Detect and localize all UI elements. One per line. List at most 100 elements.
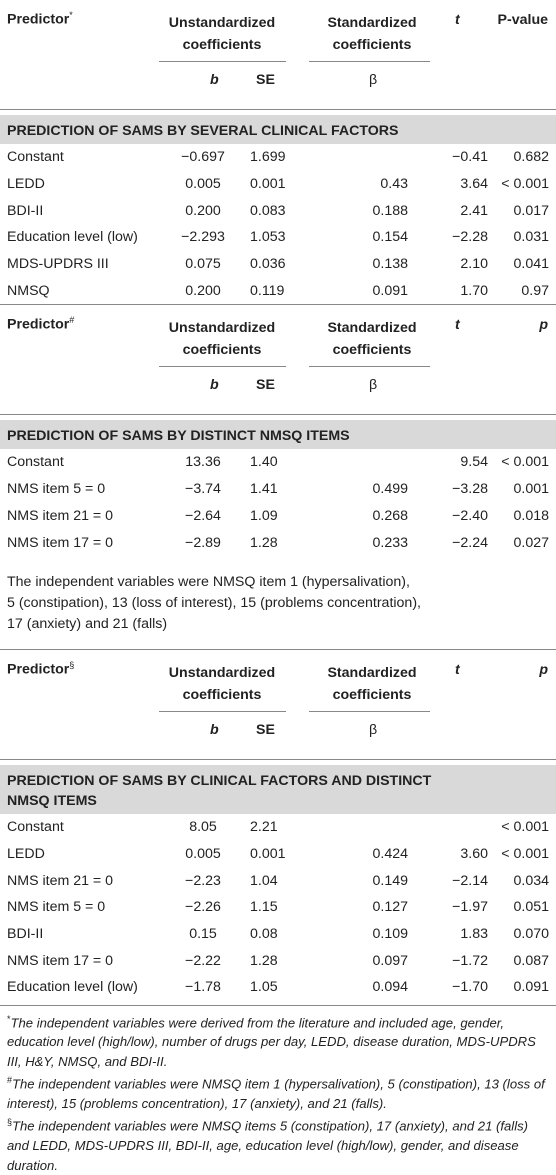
row-name: Constant xyxy=(7,454,64,471)
table-row: Education level (low) −2.293 1.053 0.154 −2.… xyxy=(0,224,556,251)
row-name: NMS item 21 = 0 xyxy=(7,507,114,524)
beta-value xyxy=(320,814,408,841)
se-value: 0.08 xyxy=(250,925,278,942)
t-value: −2.28 xyxy=(452,229,488,246)
b-value: 0.005 xyxy=(185,845,221,862)
b-header: b xyxy=(210,72,219,88)
table-row: LEDD 0.005 0.001 0.424 3.60 < 0.001 xyxy=(0,841,556,868)
b-value: 0.075 xyxy=(185,256,221,273)
t-value: 2.41 xyxy=(460,202,488,219)
t-value: −1.97 xyxy=(452,899,488,916)
table-row: Constant −0.697 1.699 −0.41 0.682 xyxy=(0,144,556,171)
b-value: −1.78 xyxy=(185,979,221,996)
beta-value: 0.097 xyxy=(372,952,408,969)
row-name: NMSQ xyxy=(7,282,50,299)
table-row: NMS item 5 = 0 −3.74 1.41 0.499 −3.28 0.001 xyxy=(0,476,556,503)
p-value: 0.031 xyxy=(513,229,549,246)
t-value: −0.41 xyxy=(452,149,488,166)
t-value: 1.83 xyxy=(460,925,488,942)
b-value: 8.05 xyxy=(189,819,217,836)
table-row: BDI-II 0.200 0.083 0.188 2.41 0.017 xyxy=(0,197,556,224)
p-value: 0.018 xyxy=(513,507,549,524)
se-value: 1.05 xyxy=(250,979,278,996)
se-value: 1.053 xyxy=(250,229,286,246)
se-value: 1.15 xyxy=(250,899,278,916)
b-value: 0.005 xyxy=(185,176,221,193)
se-value: 0.001 xyxy=(250,176,286,193)
t-header: t xyxy=(455,12,460,28)
beta-value: 0.154 xyxy=(372,229,408,246)
table-row: NMSQ 0.200 0.119 0.091 1.70 0.97 xyxy=(0,277,556,304)
p-value: 0.027 xyxy=(513,534,549,551)
t-value: −1.72 xyxy=(452,952,488,969)
p-value: < 0.001 xyxy=(501,845,549,862)
beta-value: 0.138 xyxy=(372,256,408,273)
unstandardized-header: Unstandardized coefficients xyxy=(168,320,276,359)
beta-value: 0.233 xyxy=(372,534,408,551)
table-row: BDI-II 0.15 0.08 0.109 1.83 0.070 xyxy=(0,921,556,948)
b-value: −2.22 xyxy=(185,952,221,969)
p-value: 0.682 xyxy=(513,149,549,166)
p-value: < 0.001 xyxy=(501,176,549,193)
p-value: 0.017 xyxy=(513,202,549,219)
b-value: 0.15 xyxy=(189,925,217,942)
beta-value: 0.094 xyxy=(372,979,408,996)
t-value: 9.54 xyxy=(460,454,488,471)
footnote: *The independent variables were derived … xyxy=(7,1013,536,1069)
section-title: PREDICTION OF SAMS BY DISTINCT NMSQ ITEM… xyxy=(0,420,556,450)
row-name: MDS-UPDRS III xyxy=(7,256,109,273)
row-name: LEDD xyxy=(7,176,45,193)
table-row: LEDD 0.005 0.001 0.43 3.64 < 0.001 xyxy=(0,171,556,198)
row-name: NMS item 17 = 0 xyxy=(7,952,114,969)
t-value: −2.14 xyxy=(452,872,488,889)
row-name: NMS item 5 = 0 xyxy=(7,899,106,916)
b-header: b xyxy=(210,721,219,738)
p-header: p xyxy=(539,317,548,334)
p-value: < 0.001 xyxy=(501,819,549,836)
beta-value: 0.091 xyxy=(372,282,408,299)
unstandardized-header: Unstandardized coefficients xyxy=(168,15,276,53)
se-value: 0.083 xyxy=(250,202,286,219)
row-name: NMS item 17 = 0 xyxy=(7,534,114,551)
t-value: 3.60 xyxy=(460,845,488,862)
t-value: −1.70 xyxy=(452,979,488,996)
table-row: NMS item 17 = 0 −2.22 1.28 0.097 −1.72 0.087 xyxy=(0,947,556,974)
se-header: SE xyxy=(256,72,275,88)
se-value: 1.40 xyxy=(250,454,278,471)
beta-value: 0.188 xyxy=(372,202,408,219)
b-header: b xyxy=(210,377,219,394)
p-value: 0.091 xyxy=(513,979,549,996)
table-row: Constant 8.05 2.21 < 0.001 xyxy=(0,814,556,841)
beta-value: 0.149 xyxy=(372,872,408,889)
row-name: Constant xyxy=(7,819,64,836)
predictor-header: Predictor* xyxy=(7,10,73,28)
table2-body: Constant 13.36 1.40 9.54 < 0.001 NMS item 5 =… xyxy=(0,449,556,556)
beta-value: 0.268 xyxy=(372,507,408,524)
se-value: 0.119 xyxy=(250,282,285,299)
row-name: NMS item 5 = 0 xyxy=(7,481,106,498)
table2-header: Predictor# Unstandardized coefficients St… xyxy=(0,305,556,416)
se-value: 2.21 xyxy=(250,819,278,836)
b-value: −2.23 xyxy=(185,872,221,889)
table3-body: Constant 8.05 2.21 < 0.001 LEDD 0.005 0.001 0.4… xyxy=(0,814,556,1001)
t-header: t xyxy=(455,317,460,334)
row-name: BDI-II xyxy=(7,202,44,219)
p-value: 0.070 xyxy=(513,925,549,942)
b-value: 13.36 xyxy=(185,454,221,471)
beta-header: β xyxy=(369,721,378,738)
se-header: SE xyxy=(256,721,275,738)
row-name: Constant xyxy=(7,149,64,166)
footnote: #The independent variables were NMSQ ite… xyxy=(7,1075,545,1112)
t-header: t xyxy=(455,661,460,678)
section-title: PREDICTION OF SAMS BY SEVERAL CLINICAL F… xyxy=(0,115,556,144)
unstandardized-header: Unstandardized coefficients xyxy=(168,664,276,703)
b-value: −2.293 xyxy=(181,229,225,246)
b-value: −0.697 xyxy=(181,149,225,166)
row-name: NMS item 21 = 0 xyxy=(7,872,114,889)
row-name: LEDD xyxy=(7,845,45,862)
b-value: −2.64 xyxy=(185,507,221,524)
p-header: P-value xyxy=(497,12,548,28)
b-value: −2.89 xyxy=(185,534,221,551)
footnote: §The independent variables were NMSQ ite… xyxy=(7,1117,529,1173)
